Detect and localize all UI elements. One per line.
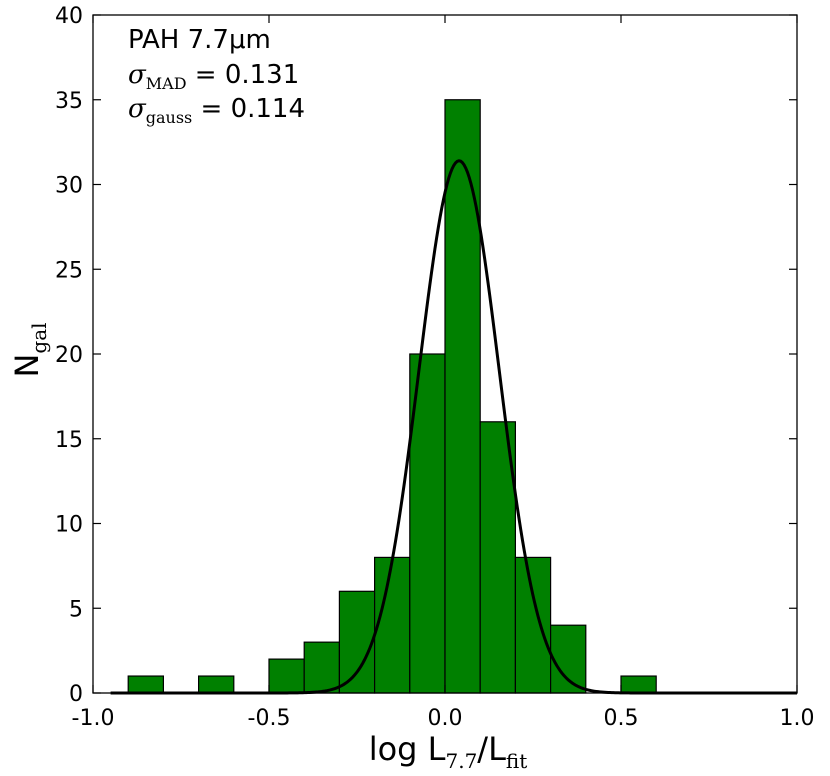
x-label-sub2: fit: [506, 749, 527, 773]
x-tick-label: 1.0: [780, 706, 815, 731]
y-tick-label: 25: [55, 258, 83, 283]
sigma-symbol: σ: [128, 94, 147, 124]
x-axis-label: log L7.7/Lfit: [369, 730, 528, 773]
x-label-sub1: 7.7: [445, 749, 477, 773]
histogram-bar: [338, 590, 376, 694]
axis-ticks: [92, 14, 798, 694]
y-tick-label: 20: [55, 343, 83, 368]
x-label-main: log L: [369, 730, 446, 768]
histogram-bar: [303, 641, 341, 694]
x-tick-label: 0.5: [604, 706, 639, 731]
histogram-bar: [198, 675, 235, 694]
histogram-bar: [268, 658, 305, 694]
y-tick-label: 35: [55, 89, 83, 114]
histogram-bar: [479, 421, 517, 694]
y-tick-label: 30: [55, 174, 83, 199]
y-tick-label: 15: [55, 428, 83, 453]
histogram-bar: [514, 556, 552, 694]
x-tick-label: -0.5: [248, 706, 291, 731]
x-label-mid: /L: [477, 730, 506, 768]
y-tick-label: 10: [55, 513, 83, 538]
x-tick-label: -1.0: [72, 706, 115, 731]
y-tick-label: 40: [55, 4, 83, 29]
histogram-bar: [374, 556, 411, 694]
sigma-symbol: σ: [128, 60, 147, 90]
tick-labels: -1.0 -0.5 0.0 0.5 1.0 0 5 10 15 20 25 30 35 40: [55, 4, 815, 731]
histogram-bars: [127, 99, 657, 694]
sigma-gauss-subscript: gauss: [146, 108, 193, 127]
y-label-sub: gal: [27, 322, 51, 353]
histogram-bar: [127, 675, 164, 694]
y-label-main: N: [8, 354, 46, 378]
sigma-mad-subscript: MAD: [146, 74, 187, 93]
histogram-bar: [549, 624, 587, 694]
sigma-gauss-value: = 0.114: [192, 94, 305, 124]
annotation-pah-label: PAH 7.7μm: [128, 25, 271, 55]
histogram-bar: [409, 353, 446, 694]
sigma-mad-value: = 0.131: [187, 60, 300, 90]
y-axis-label: Ngal: [8, 322, 51, 377]
annotation-sigma-gauss: σgauss = 0.114: [128, 94, 305, 127]
y-tick-label: 0: [69, 682, 83, 707]
x-tick-label: 0.0: [428, 706, 463, 731]
annotation-sigma-mad: σMAD = 0.131: [128, 60, 299, 93]
y-tick-label: 5: [69, 597, 83, 622]
histogram-bar: [620, 675, 657, 694]
histogram-bar: [444, 99, 481, 694]
